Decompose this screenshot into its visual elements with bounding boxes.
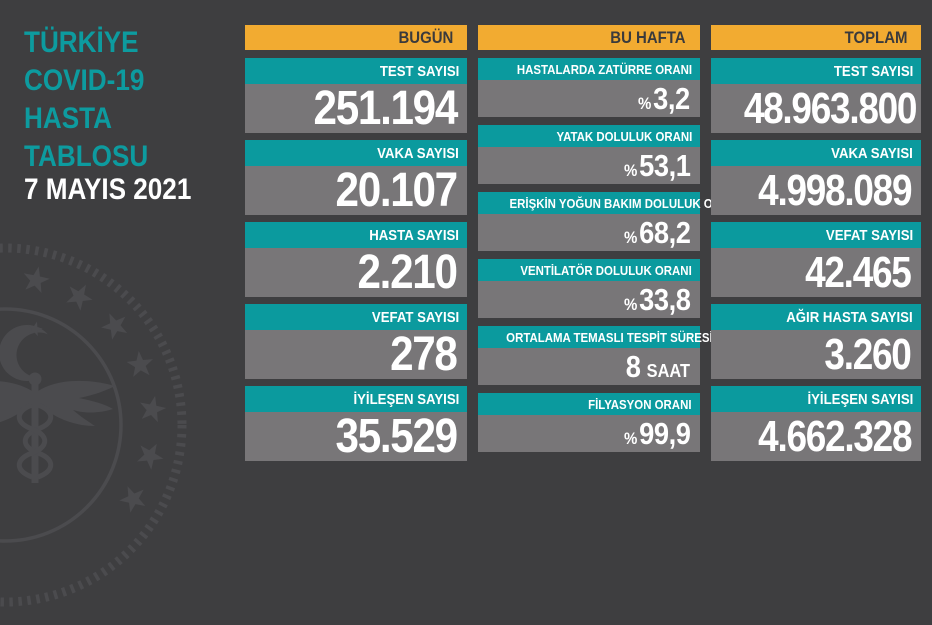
- stat-total-cases: VAKA SAYISI 4.998.089: [711, 140, 921, 215]
- stat-today-recovered: İYİLEŞEN SAYISI 35.529: [245, 386, 467, 461]
- stat-week-pneumonia-rate: HASTALARDA ZATÜRRE ORANI %3,2: [478, 58, 700, 117]
- stat-value: 3.260: [711, 330, 921, 379]
- title-line: HASTA: [24, 102, 112, 135]
- stat-value: 4.998.089: [711, 166, 921, 215]
- column-today: BUGÜN TEST SAYISI 251.194 VAKA SAYISI 20…: [245, 25, 467, 468]
- stat-label: YATAK DOLULUK ORANI: [478, 125, 700, 147]
- column-header-this-week: BU HAFTA: [478, 25, 700, 50]
- column-header-today: BUGÜN: [245, 25, 467, 50]
- stat-value: %3,2: [478, 80, 700, 117]
- stat-label: VEFAT SAYISI: [245, 304, 467, 330]
- stat-label: HASTA SAYISI: [245, 222, 467, 248]
- stat-week-adult-icu-occupancy: ERİŞKİN YOĞUN BAKIM DOLULUK ORANI %68,2: [478, 192, 741, 251]
- stat-label: VAKA SAYISI: [245, 140, 467, 166]
- title-line: TABLOSU: [24, 140, 149, 173]
- stat-total-test: TEST SAYISI 48.963.800: [711, 58, 921, 133]
- ministry-of-health-logo-icon: [0, 243, 187, 607]
- stat-label: TEST SAYISI: [711, 58, 921, 84]
- stat-value: %33,8: [478, 281, 700, 318]
- page-title: TÜRKİYE COVID-19 HASTA TABLOSU: [24, 24, 167, 176]
- title-line: COVID-19: [24, 64, 145, 97]
- stat-label: VEFAT SAYISI: [711, 222, 921, 248]
- column-header-total: TOPLAM: [711, 25, 921, 50]
- stat-value: %68,2: [478, 214, 700, 251]
- stat-label: İYİLEŞEN SAYISI: [245, 386, 467, 412]
- stat-week-ventilator-occupancy: VENTİLATÖR DOLULUK ORANI %33,8: [478, 259, 700, 318]
- stat-value: 20.107: [245, 166, 467, 215]
- stat-week-bed-occupancy: YATAK DOLULUK ORANI %53,1: [478, 125, 700, 184]
- stat-label: ORTALAMA TEMASLI TESPİT SÜRESİ: [478, 326, 713, 348]
- stat-value: 48.963.800: [711, 84, 921, 133]
- stat-label: VAKA SAYISI: [711, 140, 921, 166]
- stat-label: VENTİLATÖR DOLULUK ORANI: [478, 259, 700, 281]
- stat-total-severe: AĞIR HASTA SAYISI 3.260: [711, 304, 921, 379]
- stat-value: 8 SAAT: [478, 348, 700, 385]
- stat-today-test: TEST SAYISI 251.194: [245, 58, 467, 133]
- stat-label: HASTALARDA ZATÜRRE ORANI: [478, 58, 700, 80]
- stat-value: 42.465: [711, 248, 921, 297]
- title-line: TÜRKİYE: [24, 26, 139, 59]
- sidebar: TÜRKİYE COVID-19 HASTA TABLOSU 7 MAYIS 2…: [0, 0, 245, 607]
- stat-today-cases: VAKA SAYISI 20.107: [245, 140, 467, 215]
- stat-week-contact-tracing-time: ORTALAMA TEMASLI TESPİT SÜRESİ 8 SAAT: [478, 326, 713, 385]
- stat-label: FİLYASYON ORANI: [478, 393, 700, 415]
- stat-today-patients: HASTA SAYISI 2.210: [245, 222, 467, 297]
- stat-label: ERİŞKİN YOĞUN BAKIM DOLULUK ORANI: [478, 192, 741, 214]
- stat-total-recovered: İYİLEŞEN SAYISI 4.662.328: [711, 386, 921, 461]
- stat-label: TEST SAYISI: [245, 58, 467, 84]
- column-total: TOPLAM TEST SAYISI 48.963.800 VAKA SAYIS…: [711, 25, 921, 468]
- stat-value: 278: [245, 330, 467, 379]
- stat-label: İYİLEŞEN SAYISI: [711, 386, 921, 412]
- stat-value: 4.662.328: [711, 412, 921, 461]
- stat-week-filiation-rate: FİLYASYON ORANI %99,9: [478, 393, 700, 452]
- stat-value: 2.210: [245, 248, 467, 297]
- stat-total-deaths: VEFAT SAYISI 42.465: [711, 222, 921, 297]
- stat-value: 251.194: [245, 84, 467, 133]
- stat-label: AĞIR HASTA SAYISI: [711, 304, 921, 330]
- covid-dashboard: { "page": { "background": "#3e3e40", "ac…: [0, 0, 921, 607]
- report-date: 7 MAYIS 2021: [24, 173, 192, 206]
- stat-value: 35.529: [245, 412, 467, 461]
- stat-value: %53,1: [478, 147, 700, 184]
- column-this-week: BU HAFTA HASTALARDA ZATÜRRE ORANI %3,2 Y…: [478, 25, 741, 460]
- stat-today-deaths: VEFAT SAYISI 278: [245, 304, 467, 379]
- stat-value: %99,9: [478, 415, 700, 452]
